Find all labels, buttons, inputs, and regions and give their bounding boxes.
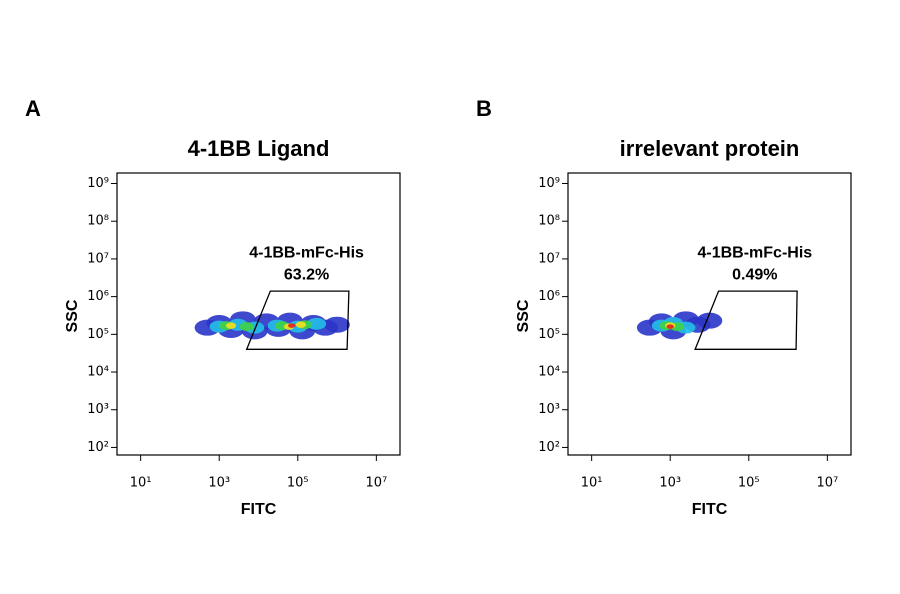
x-tick-label: 10¹: [581, 476, 603, 491]
plot-frame: [116, 172, 401, 456]
density-point: [239, 322, 254, 332]
y-tick-label: 10⁶: [87, 289, 109, 304]
x-tick-label: 10¹: [130, 476, 152, 491]
y-tick-label: 10²: [87, 440, 109, 455]
y-tick-label: 10³: [87, 402, 109, 417]
y-tick-label: 10⁴: [538, 365, 560, 380]
density-point: [696, 312, 723, 329]
x-tick-label: 10⁷: [365, 476, 387, 491]
y-tick-label: 10²: [538, 440, 560, 455]
x-axis-label: FITC: [692, 501, 728, 518]
y-tick-label: 10⁵: [538, 327, 560, 342]
x-tick-label: 10⁷: [816, 476, 838, 491]
x-axis-label: FITC: [241, 501, 277, 518]
gate: [694, 290, 798, 350]
panel-label: B: [476, 96, 492, 121]
y-axis-label: SSC: [64, 299, 81, 332]
y-tick-label: 10⁹: [538, 176, 560, 191]
y-tick-label: 10⁴: [87, 365, 109, 380]
density-point: [666, 324, 674, 329]
gate-percent: 0.49%: [732, 266, 777, 283]
density-point: [324, 316, 350, 333]
y-axis-label: SSC: [515, 299, 532, 332]
y-tick-label: 10⁵: [87, 327, 109, 342]
gate: [245, 290, 350, 350]
plot-frame: [567, 172, 852, 456]
density-point: [306, 317, 327, 330]
y-tick-label: 10⁹: [87, 176, 109, 191]
x-tick-label: 10³: [208, 476, 230, 491]
gate-percent: 63.2%: [284, 266, 329, 283]
y-tick-label: 10³: [538, 402, 560, 417]
y-tick-label: 10⁸: [87, 214, 109, 229]
density-point: [295, 321, 307, 328]
density-point: [288, 323, 296, 328]
y-tick-label: 10⁷: [538, 251, 560, 266]
gate-name: 4-1BB-mFc-His: [697, 244, 812, 261]
x-tick-label: 10⁵: [287, 476, 309, 491]
chart-title: 4-1BB Ligand: [188, 136, 330, 161]
y-tick-label: 10⁷: [87, 251, 109, 266]
density-point: [225, 322, 237, 329]
chart-title: irrelevant protein: [620, 136, 800, 161]
y-tick-label: 10⁶: [538, 289, 560, 304]
y-tick-label: 10⁸: [538, 214, 560, 229]
x-tick-label: 10⁵: [738, 476, 760, 491]
x-tick-label: 10³: [659, 476, 681, 491]
panel-label: A: [25, 96, 41, 121]
gate-name: 4-1BB-mFc-His: [249, 244, 364, 261]
